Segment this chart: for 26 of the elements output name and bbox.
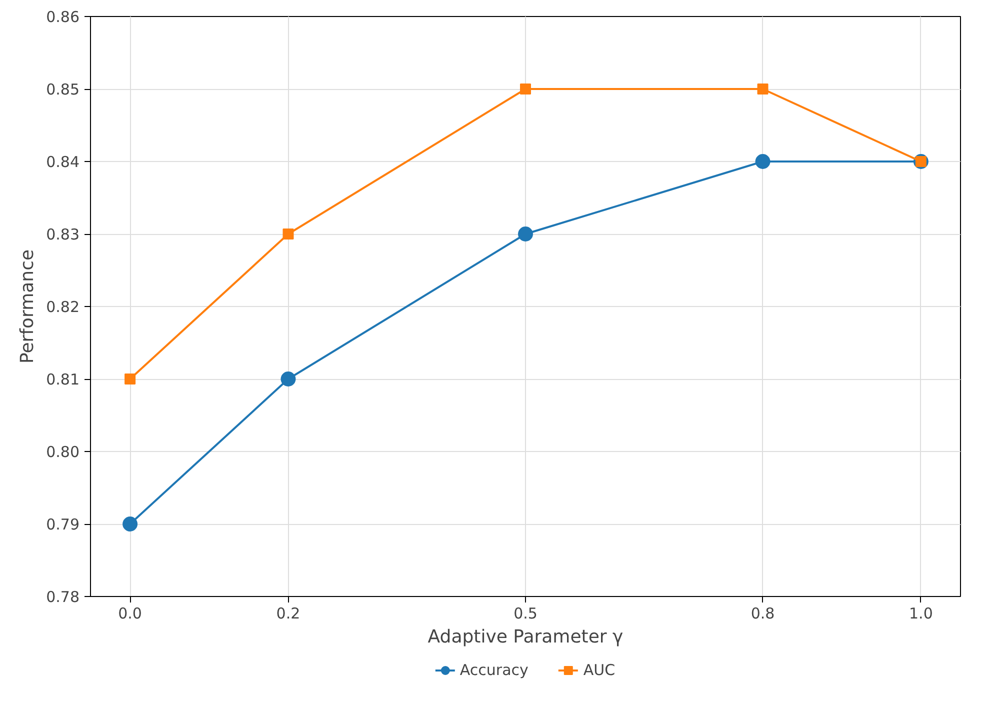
x-axis-title: Adaptive Parameter γ [428, 626, 624, 648]
point [122, 516, 138, 532]
y-tick-label: 0.83 [46, 226, 80, 244]
x-tick-label: 1.0 [909, 604, 933, 622]
point [520, 84, 531, 94]
y-axis-title: Performance [17, 249, 38, 364]
x-tick-label: 0.0 [118, 604, 142, 622]
legend-label: AUC [583, 661, 616, 679]
x-tick-label: 0.5 [514, 604, 538, 622]
point [757, 84, 768, 94]
point [518, 226, 533, 242]
x-tick-label: 0.2 [276, 604, 300, 622]
x-tick-label: 0.8 [750, 604, 775, 622]
legend-label: Accuracy [460, 661, 528, 679]
y-tick-label: 0.80 [46, 443, 80, 461]
y-tick-label: 0.86 [46, 8, 80, 26]
point [280, 372, 296, 386]
point [282, 228, 294, 240]
y-tick-label: 0.79 [46, 516, 80, 534]
y-tick-label: 0.78 [46, 588, 80, 606]
point [124, 374, 136, 384]
y-tick-label: 0.85 [46, 80, 80, 98]
y-tick-label: 0.84 [46, 153, 80, 171]
point [755, 154, 770, 169]
y-tick-label: 0.82 [46, 298, 80, 316]
y-tick-label: 0.81 [46, 370, 80, 388]
